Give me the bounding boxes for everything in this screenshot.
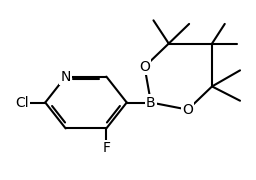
Text: N: N (60, 70, 71, 84)
Text: O: O (139, 60, 150, 74)
Text: Cl: Cl (16, 96, 29, 109)
Text: O: O (182, 103, 193, 117)
Text: F: F (102, 141, 110, 155)
Text: B: B (146, 96, 156, 109)
